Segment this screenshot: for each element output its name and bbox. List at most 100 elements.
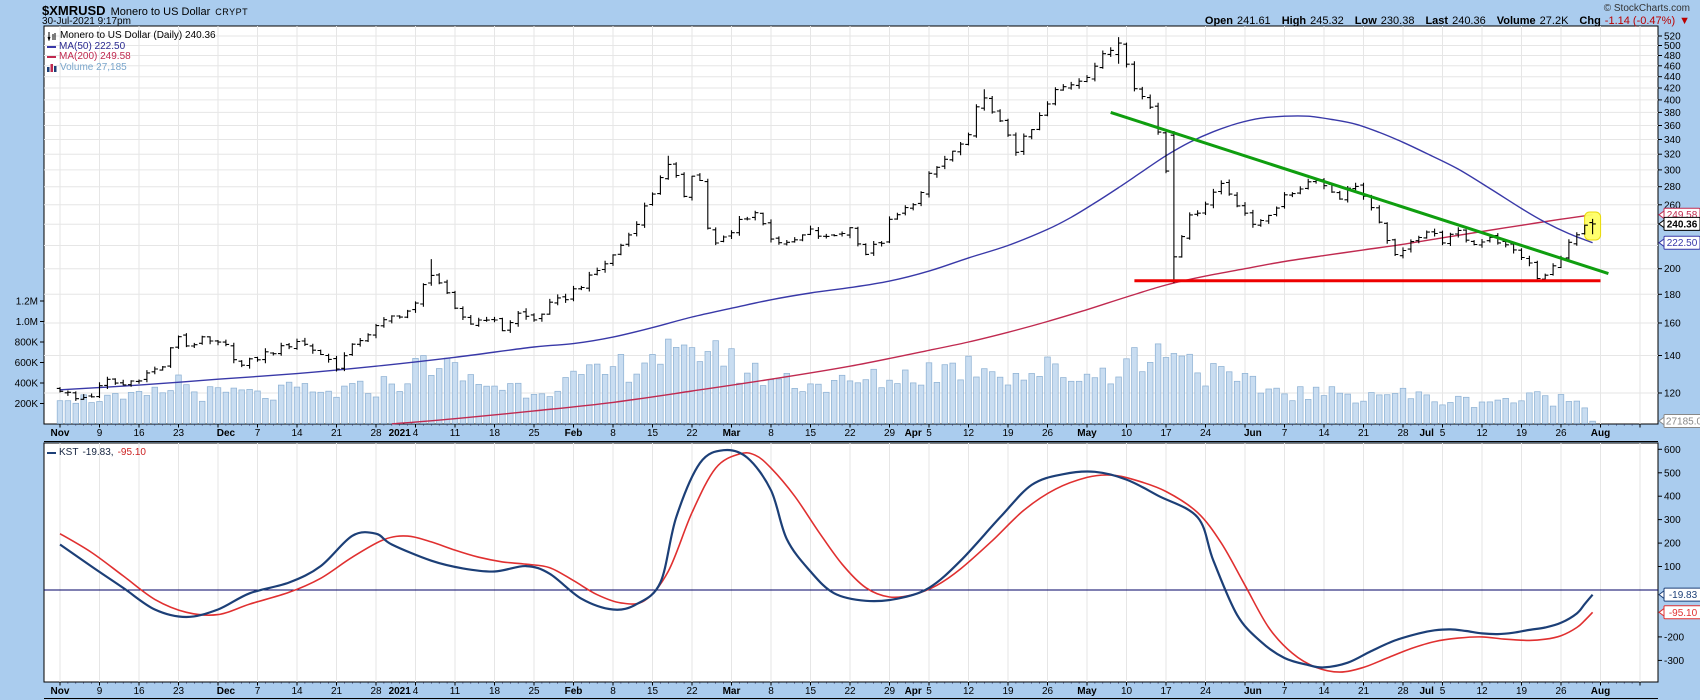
chg-value: -1.14 (-0.47%) [1604,15,1676,27]
volume-bar [1233,380,1241,424]
date-label: 21 [331,428,343,439]
volume-bar [1494,399,1501,424]
price-tick-label: 140 [1664,351,1681,362]
ohlc-bar [1297,186,1304,195]
volume-bar [1384,394,1391,424]
volume-bar [167,390,174,424]
kst-signal-value: -95.10 [117,447,146,458]
ohlc-bar [1139,86,1146,100]
volume-bar [823,391,830,424]
price-tick-label: 120 [1664,389,1681,400]
ohlc-bar [1036,112,1043,131]
date-label: 15 [805,686,817,697]
price-panel-border [43,25,1659,425]
kst-line [59,448,1594,669]
ohlc-bar [491,316,498,323]
ohlc-bar [72,391,79,401]
kst-panel-legend: KST -19.83, -95.10 [47,447,146,458]
volume-bar [262,398,269,424]
volume-bar [1028,373,1035,424]
date-label: 7 [1282,686,1288,697]
volume-bar [104,394,111,424]
ohlc-bar [443,279,451,294]
ohlc-bar [1423,230,1430,239]
volume-bars [56,338,1596,424]
volume-bar [925,362,933,424]
down-trendline [1110,110,1609,276]
volume-bar [957,379,964,424]
annotation-lines [1110,110,1609,283]
ohlc-bar [1415,235,1422,244]
volume-bar [1534,391,1541,424]
bubble-label: 27185.0 [1666,417,1700,428]
volume-bar [515,382,522,424]
volume-bar [1210,363,1217,424]
ohlc-bar [1178,235,1185,258]
chg-label: Chg [1579,15,1601,27]
low-value: 230.38 [1380,15,1415,27]
ohlc-bar [775,236,783,245]
date-label: 22 [686,428,698,439]
date-label: 22 [686,686,698,697]
date-label: Apr [905,428,922,439]
ohlc-bar [380,317,388,328]
volume-bar [1526,392,1533,424]
ohlc-bar [246,357,253,369]
date-label: 28 [370,428,382,439]
volume-bar [120,398,127,424]
legend-ma200: MA(200) 249.58 [59,51,131,62]
volume-bar [64,400,72,424]
ohlc-bar [586,271,593,292]
date-label: Dec [217,686,236,697]
date-label: 10 [1121,686,1133,697]
ohlc-bar [712,227,719,246]
kst-lines [59,448,1594,673]
ohlc-bar [744,216,751,221]
ohlc-bar [941,155,948,170]
price-plot-area[interactable] [44,26,1658,424]
ohlc-bar [1044,101,1051,117]
volume-bar [1486,401,1494,424]
price-tick-label: 380 [1664,108,1681,119]
chg-down-icon: ▼ [1679,15,1690,27]
ohlc-bar [262,348,269,364]
volume-bar [1502,398,1509,424]
ohlc-bar [151,366,158,375]
ohlc-bar [688,175,696,201]
ohlc-bar [641,202,648,228]
volume-tick-label: 600K [15,358,39,369]
ohlc-bar [1060,84,1067,91]
volume-bar [973,376,980,424]
volume-bar [720,365,727,424]
volume-bar [159,392,166,424]
ohlc-bar [823,233,830,239]
date-label: 2021 [389,428,412,439]
ohlc-bar [973,104,980,138]
volume-bar [507,383,514,424]
volume-bar [483,385,490,424]
volume-bar [404,383,411,424]
low-label: Low [1354,15,1377,27]
volume-bar [380,376,388,424]
ohlc-bar [222,339,230,347]
volume-bar [1470,407,1478,424]
ohlc-bar [80,394,87,400]
volume-bar [1439,404,1446,424]
date-label: 21 [331,686,343,697]
volume-tick-label: 800K [15,338,39,349]
volume-bar [1320,395,1328,424]
volume-bar [1542,395,1549,424]
date-label: 18 [489,428,501,439]
ohlc-bar [230,342,237,364]
ohlc-bar [680,172,688,198]
ohlc-bar [1447,232,1454,246]
date-label: 22 [844,428,856,439]
volume-bar [665,338,672,424]
ohlc-bar [436,273,443,285]
ohlc-bar [341,352,348,372]
volume-bar [1415,391,1422,424]
bubble-label: -95.10 [1669,608,1698,619]
date-label: 18 [489,686,501,697]
ohlc-bar [554,294,561,306]
